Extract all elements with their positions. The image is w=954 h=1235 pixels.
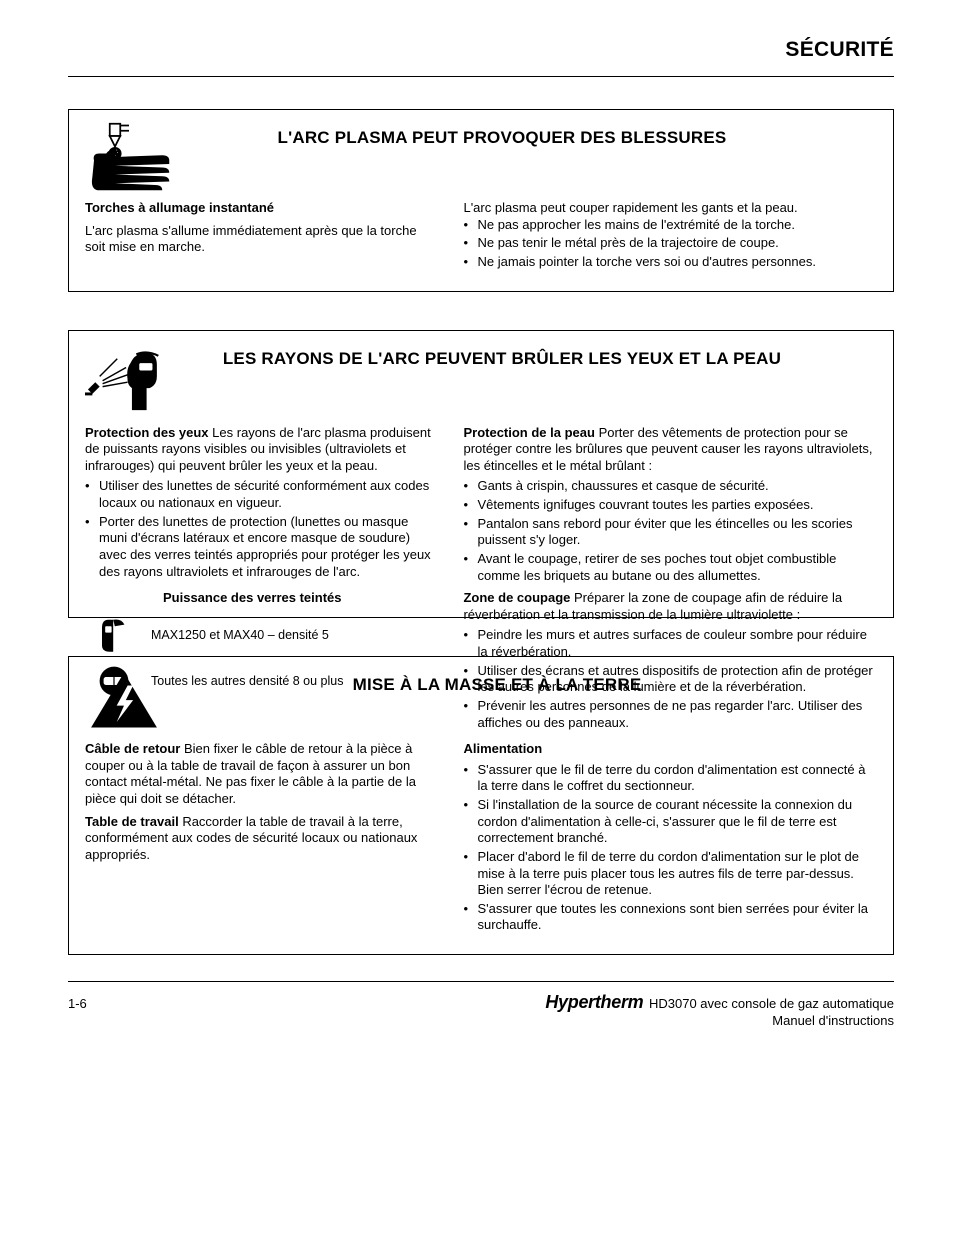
box3-right-h1: Alimentation (463, 741, 877, 758)
box2-left-subhead: Protection des yeux (85, 425, 209, 440)
box2-left-bullets: Utiliser des lunettes de sécurité confor… (85, 478, 433, 580)
box2-title: LES RAYONS DE L'ARC PEUVENT BRÛLER LES Y… (187, 343, 877, 369)
box1-right-col: L'arc plasma peut couper rapidement les … (463, 200, 877, 273)
list-item: Placer d'abord le fil de terre du cordon… (463, 849, 877, 899)
box2-right-col: Protection de la peau Porter des vêtemen… (463, 425, 877, 734)
list-item: Utiliser des écrans et autres dispositif… (463, 663, 877, 696)
eye-burn-icon (85, 343, 173, 417)
warning-box-arc-rays: LES RAYONS DE L'ARC PEUVENT BRÛLER LES Y… (68, 330, 894, 619)
box1-left-body: L'arc plasma s'allume immédiatement aprè… (85, 223, 433, 256)
list-item: Si l'installation de la source de couran… (463, 797, 877, 847)
header-rule (68, 76, 894, 77)
list-item: Ne pas tenir le métal près de la traject… (463, 235, 877, 252)
helmet-icon (85, 615, 143, 655)
footer-doc: Manuel d'instructions (545, 1013, 894, 1028)
list-item: Porter des lunettes de protection (lunet… (85, 514, 433, 581)
list-item: Vêtements ignifuges couvrant toutes les … (463, 497, 877, 514)
footer-rule (68, 981, 894, 982)
list-item: S'assurer que toutes les connexions sont… (463, 901, 877, 934)
list-item: Ne jamais pointer la torche vers soi ou … (463, 254, 877, 271)
warning-box-arc-injury: L'ARC PLASMA PEUT PROVOQUER DES BLESSURE… (68, 109, 894, 292)
box3-right-col: Alimentation S'assurer que le fil de ter… (463, 741, 877, 936)
shade-text-1: MAX1250 et MAX40 – densité 5 (151, 627, 433, 643)
zire-subhead: Zone de coupage (463, 590, 570, 605)
box1-left-col: Torches à allumage instantané L'arc plas… (85, 200, 433, 273)
box1-title: L'ARC PLASMA PEUT PROVOQUER DES BLESSURE… (187, 122, 877, 148)
list-item: S'assurer que le fil de terre du cordon … (463, 762, 877, 795)
torch-hand-icon (85, 122, 173, 192)
list-item: Peindre les murs et autres surfaces de c… (463, 627, 877, 660)
footer-page-number: 1-6 (68, 996, 87, 1011)
footer-manual: HD3070 avec console de gaz automatique (649, 996, 894, 1011)
list-item: Gants à crispin, chaussures et casque de… (463, 478, 877, 495)
list-item: Pantalon sans rebord pour éviter que les… (463, 516, 877, 549)
list-item: Prévenir les autres personnes de ne pas … (463, 698, 877, 731)
box1-left-subhead: Torches à allumage instantané (85, 200, 433, 217)
shade-label-1: Puissance des verres teintés (163, 590, 433, 607)
box3-left-col: Câble de retour Bien fixer le câble de r… (85, 741, 433, 936)
list-item: Utiliser des lunettes de sécurité confor… (85, 478, 433, 511)
box2-right-bullets: Gants à crispin, chaussures et casque de… (463, 478, 877, 584)
electric-hazard-icon (85, 669, 163, 733)
box1-right-bullets: Ne pas approcher les mains de l'extrémit… (463, 217, 877, 271)
list-item: Ne pas approcher les mains de l'extrémit… (463, 217, 877, 234)
box2-right-subhead: Protection de la peau (463, 425, 594, 440)
zire-bullets: Peindre les murs et autres surfaces de c… (463, 627, 877, 731)
page-footer: 1-6 Hypertherm HD3070 avec console de ga… (68, 992, 894, 1028)
box3-left-h1: Câble de retour (85, 741, 180, 756)
list-item: Avant le coupage, retirer de ses poches … (463, 551, 877, 584)
box3-right-bullets: S'assurer que le fil de terre du cordon … (463, 762, 877, 934)
page-title: SÉCURITÉ (68, 38, 894, 62)
footer-brand: Hypertherm (545, 992, 643, 1012)
box1-right-intro: L'arc plasma peut couper rapidement les … (463, 200, 877, 217)
box3-left-h2: Table de travail (85, 814, 179, 829)
